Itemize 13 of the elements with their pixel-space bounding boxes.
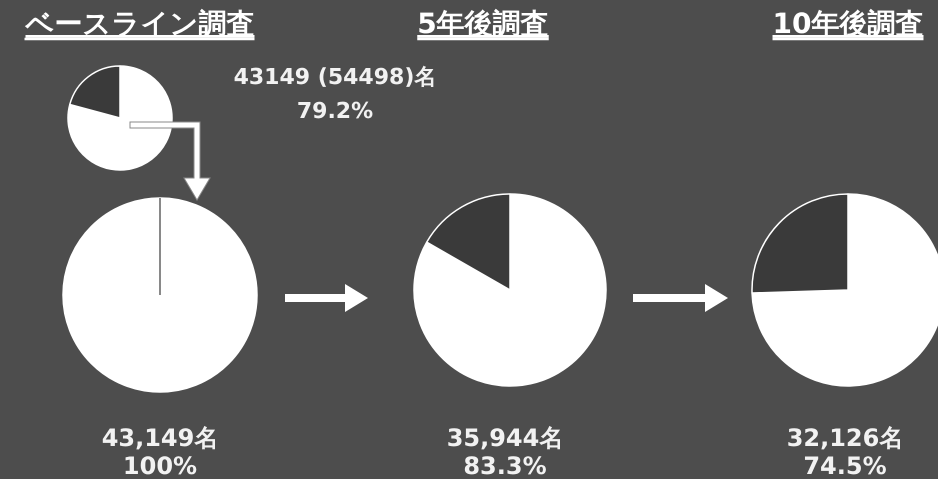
text: 43,149名 (102, 424, 218, 452)
pie-slice (413, 193, 607, 387)
text: 74.5% (803, 452, 887, 479)
text: 79.2% (296, 99, 374, 124)
chart-title: 10年後調査 (772, 7, 924, 40)
text: 32,126名 (786, 424, 904, 452)
text: 35,944名 (446, 424, 564, 452)
chart-title: ベースライン調査 (24, 7, 254, 40)
text: 83.3% (463, 452, 547, 479)
text: 43149 (54498)名 (234, 65, 436, 90)
pie-slice (67, 65, 173, 171)
text: 100% (122, 452, 198, 479)
chart-title: 5年後調査 (417, 7, 549, 40)
